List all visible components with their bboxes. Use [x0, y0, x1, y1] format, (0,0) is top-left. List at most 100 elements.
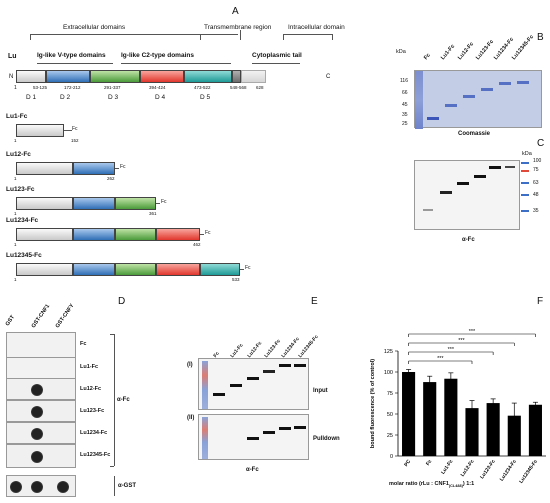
panel-letter-e: E: [311, 296, 318, 307]
ladder-band: [521, 194, 529, 196]
intracellular-bracket: [283, 34, 333, 35]
lu123-domain-d3: [115, 197, 156, 210]
marker-label: 45: [402, 102, 408, 108]
lu-domain-d3: [90, 70, 140, 83]
blot-band: [423, 209, 433, 211]
bar: [465, 408, 479, 456]
lu12345-domain-d1: [16, 263, 73, 276]
lu12345-domain-d2: [73, 263, 115, 276]
gel-band: [427, 117, 439, 120]
range-label: 628: [256, 85, 264, 90]
bracket-tick: [30, 34, 31, 40]
gel-band: [481, 88, 493, 91]
marker-lane: [202, 361, 208, 409]
blot-band: [247, 377, 259, 380]
c-terminus-label: C: [326, 74, 331, 80]
construct-start: 1: [14, 242, 17, 247]
bracket-tick: [110, 466, 114, 467]
marker-lane: [415, 71, 423, 129]
fc-label: Fc: [245, 265, 251, 271]
blot-band: [263, 431, 275, 434]
construct-label-lu12: Lu12-Fc: [6, 151, 31, 158]
ladder-band: [521, 170, 529, 172]
lu1234-domain-d1: [16, 228, 73, 241]
significance-label: ***: [469, 329, 476, 335]
construct-label-lu1: Lu1-Fc: [6, 113, 28, 120]
lu-domain-d2: [46, 70, 90, 83]
y-axis-label: bound fluorescence (% of control): [370, 359, 376, 448]
y-tick-label: 0: [390, 454, 393, 460]
significance-label: ***: [437, 356, 444, 362]
gel-band: [463, 95, 475, 98]
anti-gst-label: α-GST: [118, 483, 137, 489]
gst-bracket: [114, 476, 115, 496]
marker-label: 63: [533, 180, 539, 186]
construct-label-lu12345: Lu12345-Fc: [6, 252, 42, 259]
significance-label: ***: [448, 347, 455, 353]
pulldown-blot: [198, 414, 309, 460]
significance-label: ***: [458, 338, 465, 344]
lu-domain-d5: [184, 70, 232, 83]
fc-label: Fc: [120, 164, 126, 170]
panel-letter-c: C: [537, 138, 545, 149]
group-v-underline: [37, 63, 113, 64]
lane-labels: Fc Lu1-Fc Lu12-Fc Lu123-Fc Lu1234-Fc Lu1…: [420, 34, 550, 66]
construct-start: 1: [14, 138, 17, 143]
dot-blot-row-lu1234: [6, 422, 76, 444]
group-cyto-underline: [252, 63, 300, 64]
n-terminus-label: N: [9, 74, 14, 80]
lu12-domain-d1: [16, 162, 73, 175]
blot-band: [489, 166, 501, 169]
group-c2-underline: [121, 63, 231, 64]
lane-labels: Fc Lu1-Fc Lu12-Fc Lu123-Fc Lu1234-Fc Lu1…: [212, 334, 333, 360]
lane-label: Lu12345-Fc: [511, 34, 536, 62]
range-label: 172-212: [64, 85, 81, 90]
dot-col-label: GST-CNFY: [54, 302, 76, 330]
x-axis-label-end: ) 1:1: [462, 481, 475, 487]
header-extracellular: Extracellular domains: [63, 24, 126, 31]
blot-band: [279, 364, 291, 367]
construct-end: 361: [149, 211, 157, 216]
protein-label: Lu: [8, 53, 17, 60]
bracket-tick: [110, 334, 114, 335]
construct-start: 1: [14, 176, 17, 181]
blot-band: [457, 182, 469, 185]
blot-band: [440, 191, 452, 194]
lane-label: Fc: [423, 52, 432, 62]
range-label: 53-125: [33, 85, 48, 90]
gel-band: [445, 104, 457, 107]
construct-end: 533: [232, 277, 240, 282]
marker-label: 116: [400, 78, 408, 84]
lane-label: Lu123-Fc: [475, 38, 496, 62]
dot-row-label: Lu1234-Fc: [80, 430, 108, 436]
dot-blot-row-gst: [6, 475, 76, 497]
dot-col-label: GST: [4, 314, 17, 328]
blot-dot: [31, 428, 43, 440]
lane-label: Lu12345-Fc: [297, 334, 320, 359]
header-transmembrane: Transmembrane region: [204, 24, 272, 31]
kda-label: kDa: [396, 49, 406, 55]
blot-band: [279, 427, 291, 430]
ladder-band: [521, 182, 529, 184]
ladder-band: [521, 162, 529, 164]
blot-band: [247, 437, 259, 440]
bar: [402, 372, 416, 456]
construct-end: 462: [193, 242, 201, 247]
dot-blot-row-fc: [6, 332, 76, 358]
panel-letter-a: A: [232, 6, 239, 17]
anti-fc-label: α-Fc: [117, 397, 130, 403]
fc-linker: [115, 168, 119, 169]
lu123-domain-d2: [73, 197, 115, 210]
lane-label: Lu1-Fc: [440, 43, 457, 62]
blot-dot: [57, 481, 69, 493]
lane-label: Lu12-Fc: [246, 340, 264, 359]
blot-band: [230, 384, 242, 387]
bracket-tick: [283, 34, 284, 40]
bracket-tick: [200, 34, 201, 40]
fc-linker: [64, 130, 72, 131]
bar: [528, 404, 542, 456]
construct-end: 262: [107, 176, 115, 181]
anti-fc-blot: [414, 160, 520, 230]
construct-label-lu1234: Lu1234-Fc: [6, 217, 39, 224]
dot-row-label: Lu1-Fc: [80, 364, 99, 370]
